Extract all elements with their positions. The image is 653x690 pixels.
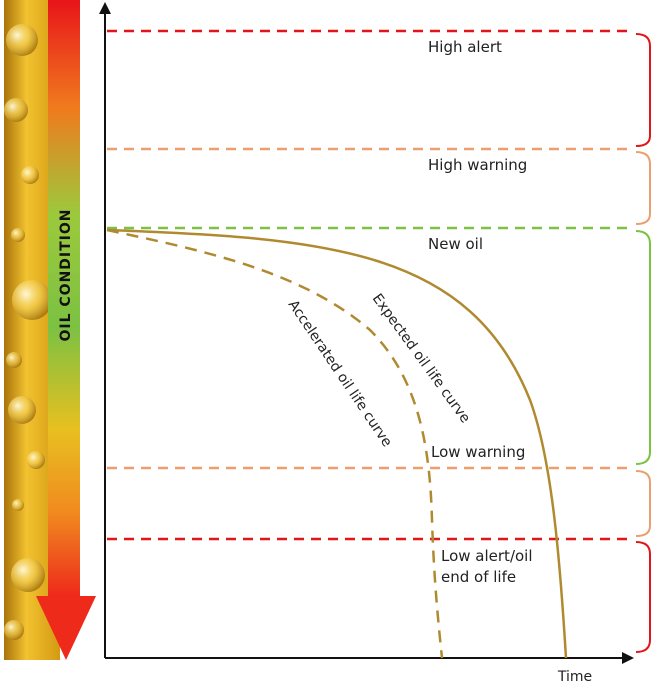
low-alert-label-line1: Low alert/oil — [441, 547, 533, 565]
low-alert-label-line2: end of life — [441, 568, 516, 586]
expected-curve-label: Expected oil life curve — [369, 291, 473, 426]
oil-bubble — [6, 24, 38, 56]
high-warning-label: High warning — [428, 156, 527, 174]
high-alert-brace — [635, 33, 651, 147]
y-axis-arrow-icon — [99, 2, 111, 14]
oil-bubble — [27, 451, 45, 469]
oil-bubble — [12, 280, 52, 320]
oil-bubble — [4, 98, 28, 122]
oil-condition-label: OIL CONDITION — [58, 208, 74, 341]
high-alert-label: High alert — [428, 38, 502, 56]
arrow-head — [36, 596, 96, 660]
low-alert-brace — [635, 541, 651, 653]
accelerated-oil-life-curve — [106, 228, 444, 659]
low-warning-brace — [635, 470, 651, 537]
accelerated-curve-label: Accelerated oil life curve — [285, 297, 395, 450]
oil-condition-arrow: OIL CONDITION — [36, 0, 96, 660]
oil-bubble — [4, 620, 24, 640]
threshold-lines — [107, 29, 628, 541]
axes: Time — [99, 2, 634, 685]
oil-bubble — [6, 352, 22, 368]
new-oil-label: New oil — [428, 235, 483, 253]
x-axis-label: Time — [557, 669, 592, 685]
zone-braces — [635, 33, 651, 653]
low-warning-label: Low warning — [431, 443, 525, 461]
new-oil-brace — [635, 230, 651, 465]
condition-bar — [48, 0, 80, 596]
oil-life-curves — [106, 228, 568, 659]
zone-labels: High alert High warning New oil Low warn… — [428, 38, 533, 586]
oil-bubble — [11, 558, 45, 592]
oil-bubble — [8, 396, 36, 424]
expected-oil-life-curve — [106, 228, 568, 659]
oil-bubble — [21, 166, 39, 184]
x-axis-arrow-icon — [622, 652, 634, 664]
oil-bubble — [12, 499, 24, 511]
high-warning-brace — [635, 151, 651, 225]
curve-labels: Expected oil life curve Accelerated oil … — [285, 291, 473, 450]
oil-bubble — [11, 228, 25, 242]
